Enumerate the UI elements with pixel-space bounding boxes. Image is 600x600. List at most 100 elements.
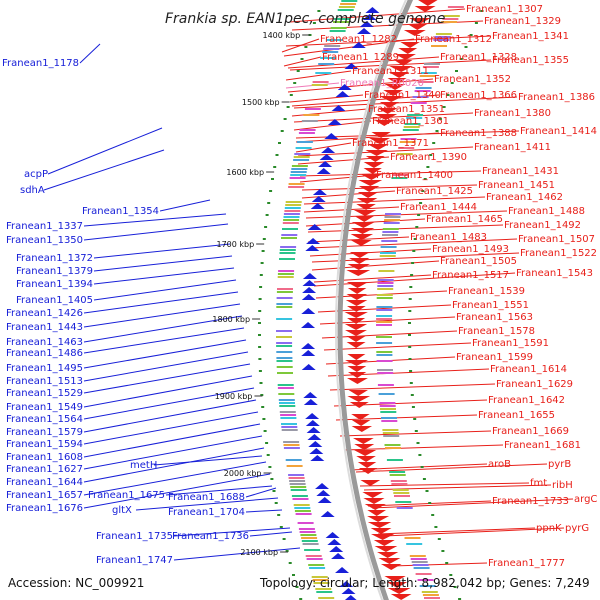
gene-label-forward[interactable]: Franean1_1352 <box>434 74 511 85</box>
gene-label-reverse[interactable]: Franean1_1627 <box>6 464 83 475</box>
gene-label-forward[interactable]: Franean1_1578 <box>458 326 535 337</box>
gene-label-forward[interactable]: Franean1_1492 <box>504 220 581 231</box>
inner-feature-band <box>376 315 393 317</box>
gene-label-reverse[interactable]: Franean1_1337 <box>6 221 83 232</box>
gene-labels[interactable]: Franean1_1178 acpP sdhA Franean1_1354 Franea… <box>2 4 597 569</box>
gene-label-reverse[interactable]: Franean1_1394 <box>16 279 93 290</box>
gene-label-reverse[interactable]: metH <box>130 460 157 471</box>
gene-label-forward[interactable]: Franean1_1328 <box>440 52 517 63</box>
gene-label-forward[interactable]: ppnK <box>536 523 562 534</box>
gene-label-reverse[interactable]: Franean1_1735 <box>96 531 173 542</box>
gene-label-forward[interactable]: Franean1_1289 <box>322 52 399 63</box>
gene-label-forward[interactable]: pyrG <box>565 523 589 534</box>
gene-label-reverse[interactable]: Franean1_1608 <box>6 452 83 463</box>
gene-label-forward[interactable]: Franean1_1681 <box>504 440 581 451</box>
gene-label-reverse[interactable]: Franean1_1178 <box>2 58 79 69</box>
gene-label-forward[interactable]: pyrB <box>548 459 571 470</box>
gene-label-reverse[interactable]: Franean1_1704 <box>168 507 245 518</box>
gene-label-forward[interactable]: Franean1_1493 <box>432 244 509 255</box>
gene-label-reverse[interactable]: Franean1_1657 <box>6 490 83 501</box>
gene-label-forward[interactable]: ribH <box>552 480 573 491</box>
gene-label-forward[interactable]: Franean1_1425 <box>396 186 473 197</box>
gene-label-forward[interactable]: Franean1_1483 <box>410 232 487 243</box>
gene-label-reverse[interactable]: Franean1_1676 <box>6 503 83 514</box>
gene-label-reverse[interactable]: Franean1_1443 <box>6 322 83 333</box>
gene-label-reverse[interactable]: Franean1_1736 <box>172 531 249 542</box>
reverse-label-leader <box>43 149 165 191</box>
gene-label-forward[interactable]: Franean1_1629 <box>496 379 573 390</box>
gene-label-reverse[interactable]: Franean1_1350 <box>6 235 83 246</box>
gene-label-forward[interactable]: Franean1_1505 <box>440 256 517 267</box>
gene-label-reverse[interactable]: sdhA <box>20 185 45 196</box>
gene-label-reverse[interactable]: Franean1_1495 <box>6 363 83 374</box>
gene-label-reverse[interactable]: Franean1_1379 <box>16 266 93 277</box>
gene-label-forward[interactable]: argC <box>574 494 597 505</box>
gene-label-forward[interactable]: Franean1_1371 <box>352 138 429 149</box>
gene-label-forward[interactable]: Franean1_1312 <box>415 34 492 45</box>
gene-label-forward[interactable]: Franean1_1329 <box>484 16 561 27</box>
rna-gene-label[interactable]: Franean1_R0020 <box>340 78 424 89</box>
gene-label-forward[interactable]: Franean1_1539 <box>448 286 525 297</box>
gene-label-forward[interactable]: Franean1_1380 <box>474 108 551 119</box>
gene-label-forward[interactable]: Franean1_1451 <box>478 180 555 191</box>
kbp-ticks: 1400 kbp 1500 kbp 1600 kbp 1700 kbp 1800 kbp… <box>212 31 311 557</box>
gene-label-forward[interactable]: Franean1_1669 <box>492 426 569 437</box>
gene-label-reverse[interactable]: Franean1_1529 <box>6 388 83 399</box>
gene-label-forward[interactable]: Franean1_1517 <box>432 270 509 281</box>
gene-label-forward[interactable]: Franean1_1341 <box>492 31 569 42</box>
gene-label-forward[interactable]: Franean1_1642 <box>488 395 565 406</box>
gene-label-reverse[interactable]: Franean1_1513 <box>6 376 83 387</box>
gene-label-reverse[interactable]: Franean1_1354 <box>82 206 159 217</box>
gene-label-reverse[interactable]: Franean1_1564 <box>6 414 83 425</box>
inner-feature-band <box>385 447 401 449</box>
gene-label-forward[interactable]: Franean1_1777 <box>488 558 565 569</box>
gene-label-forward[interactable]: Franean1_1465 <box>426 214 503 225</box>
gene-label-forward[interactable]: Franean1_1507 <box>518 234 595 245</box>
gene-label-reverse[interactable]: Franean1_1372 <box>16 253 93 264</box>
gene-label-forward[interactable]: Franean1_1390 <box>390 152 467 163</box>
gene-label-forward[interactable]: Franean1_1386 <box>518 92 595 103</box>
gene-label-forward[interactable]: Franean1_1400 <box>376 170 453 181</box>
gene-label-forward[interactable]: Franean1_1282 <box>320 34 397 45</box>
gene-label-forward[interactable]: Franean1_1311 <box>352 66 429 77</box>
gene-label-forward[interactable]: Franean1_1361 <box>372 116 449 127</box>
gene-label-forward[interactable]: Franean1_1388 <box>440 128 517 139</box>
gene-label-forward[interactable]: Franean1_1366 <box>440 90 517 101</box>
gene-label-forward[interactable]: Franean1_1340 <box>364 90 441 101</box>
gene-label-forward[interactable]: Franean1_1522 <box>520 248 597 259</box>
gene-label-forward[interactable]: Franean1_1591 <box>472 338 549 349</box>
gene-label-reverse[interactable]: Franean1_1405 <box>16 295 93 306</box>
gene-label-reverse[interactable]: acpP <box>24 169 48 180</box>
gene-label-reverse[interactable]: Franean1_1486 <box>6 348 83 359</box>
gene-label-forward[interactable]: Franean1_1411 <box>474 142 551 153</box>
gene-label-reverse[interactable]: Franean1_1426 <box>6 308 83 319</box>
gene-label-reverse[interactable]: Franean1_1688 <box>168 492 245 503</box>
track-dot <box>432 142 436 144</box>
gene-label-forward[interactable]: Franean1_1444 <box>400 202 477 213</box>
gene-label-forward[interactable]: Franean1_1488 <box>508 206 585 217</box>
gene-label-reverse[interactable]: Franean1_1549 <box>6 402 83 413</box>
gene-label-forward[interactable]: Franean1_1307 <box>466 4 543 15</box>
gene-label-reverse[interactable]: Franean1_1579 <box>6 427 83 438</box>
outer-feature-band <box>294 153 311 155</box>
gene-label-reverse[interactable]: Franean1_1675 <box>88 490 165 501</box>
gene-label-forward[interactable]: Franean1_1655 <box>478 410 555 421</box>
gene-label-reverse[interactable]: gltX <box>112 505 132 516</box>
gene-label-reverse[interactable]: Franean1_1747 <box>96 555 173 566</box>
gene-label-forward[interactable]: Franean1_1599 <box>456 352 533 363</box>
gene-label-reverse[interactable]: Franean1_1594 <box>6 439 83 450</box>
gene-label-forward[interactable]: Franean1_1351 <box>368 104 445 115</box>
gene-label-forward[interactable]: Franean1_1614 <box>490 364 567 375</box>
gene-label-reverse[interactable]: Franean1_1463 <box>6 337 83 348</box>
gene-label-forward[interactable]: aroB <box>488 459 511 470</box>
gene-label-forward[interactable]: Franean1_1551 <box>452 300 529 311</box>
gene-label-forward[interactable]: fmt <box>530 478 547 489</box>
gene-label-forward[interactable]: Franean1_1563 <box>456 312 533 323</box>
gene-label-forward[interactable]: Franean1_1543 <box>516 268 593 279</box>
gene-label-forward[interactable]: Franean1_1462 <box>486 192 563 203</box>
gene-label-forward[interactable]: Franean1_1414 <box>520 126 597 137</box>
gene-label-reverse[interactable]: Franean1_1644 <box>6 477 83 488</box>
gene-label-forward[interactable]: Franean1_1733 <box>492 496 569 507</box>
gene-label-forward[interactable]: Franean1_1355 <box>492 55 569 66</box>
gene-label-forward[interactable]: Franean1_1431 <box>482 166 559 177</box>
